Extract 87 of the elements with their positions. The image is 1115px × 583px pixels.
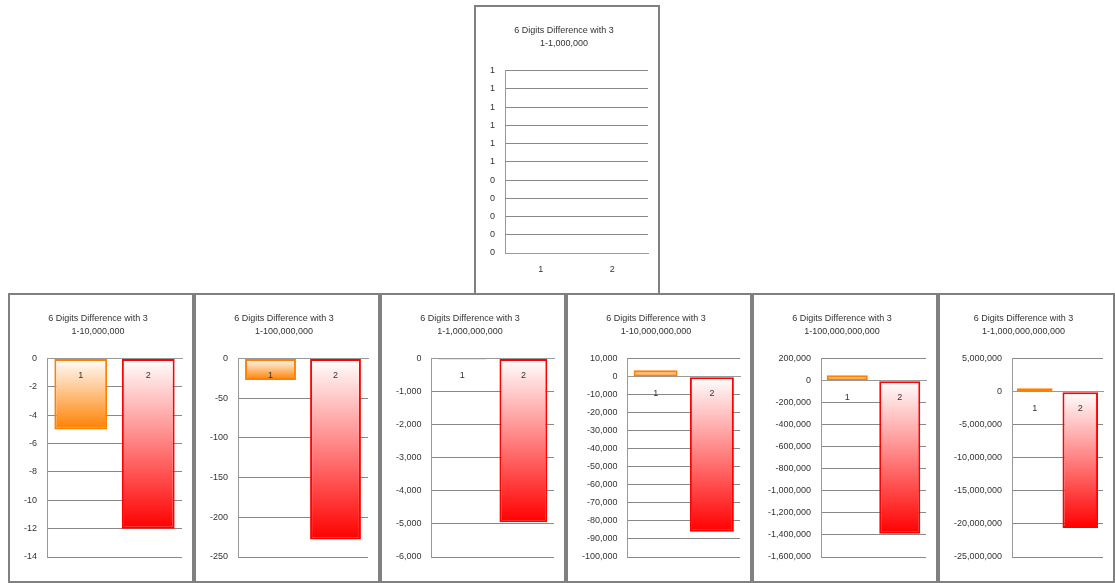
y-tick-label: -25,000,000: [953, 551, 1003, 562]
chart-title: 6 Digits Difference with 3: [792, 312, 892, 323]
x-tick-label: 2: [1077, 402, 1083, 413]
y-tick-label: -600,000: [775, 441, 812, 452]
y-tick-label: 1: [489, 119, 496, 130]
y-tick-label: 5,000,000: [961, 353, 1003, 364]
y-tick-label: 0: [223, 353, 229, 364]
chart-title: 6 Digits Difference with 3: [48, 312, 148, 323]
y-tick-label: 0: [489, 174, 496, 185]
x-tick-label: 1: [268, 369, 274, 380]
x-tick-label: 1: [78, 369, 84, 380]
x-tick-label: 2: [145, 369, 151, 380]
y-tick-label: -90,000: [587, 533, 618, 544]
y-tick-label: -3,000: [395, 452, 422, 463]
x-tick-label: 1: [844, 391, 850, 402]
y-tick-label: 1: [489, 138, 496, 149]
chart-subtitle: 1-1,000,000: [539, 37, 589, 48]
chart-title: 6 Digits Difference with 3: [234, 312, 334, 323]
y-tick-label: 0: [489, 192, 496, 203]
y-tick-label: 0: [612, 371, 618, 382]
y-tick-label: -5,000: [395, 518, 422, 529]
y-tick-label: -2: [28, 381, 38, 392]
chart-subtitle: 1-10,000,000: [71, 325, 125, 336]
y-tick-label: -60,000: [587, 479, 618, 490]
chart-title: 6 Digits Difference with 3: [420, 312, 520, 323]
y-tick-label: -800,000: [775, 463, 812, 474]
y-tick-label: -200,000: [775, 397, 812, 408]
y-tick-label: -400,000: [775, 419, 812, 430]
chart-subtitle: 1-100,000,000,000: [804, 325, 880, 336]
y-tick-label: -50: [215, 392, 229, 403]
x-tick-label: 1: [653, 387, 659, 398]
x-tick-label: 2: [609, 263, 615, 274]
chart-subtitle: 1-10,000,000,000: [620, 325, 692, 336]
y-tick-label: -8: [28, 466, 38, 477]
y-tick-label: -6: [28, 438, 38, 449]
chart-title: 6 Digits Difference with 3: [514, 24, 614, 35]
y-tick-label: -150: [210, 472, 229, 483]
y-tick-label: 1: [489, 156, 496, 167]
y-tick-label: 200,000: [778, 353, 812, 364]
y-tick-label: -15,000,000: [953, 485, 1003, 496]
y-tick-label: -1,400,000: [767, 529, 812, 540]
y-tick-label: -10,000: [587, 389, 618, 400]
chart-title: 6 Digits Difference with 3: [973, 312, 1074, 323]
y-tick-label: -20,000,000: [953, 518, 1003, 529]
y-tick-label: -100,000: [582, 551, 618, 562]
y-tick-label: 0: [997, 386, 1003, 397]
y-tick-label: -10,000,000: [953, 452, 1003, 463]
y-tick-label: -10: [23, 494, 38, 505]
x-tick-label: 2: [709, 387, 715, 398]
y-tick-label: 1: [489, 101, 496, 112]
chart-subtitle: 1-1,000,000,000,000: [981, 325, 1066, 336]
y-tick-label: 1: [489, 65, 496, 76]
y-tick-label: -1,000,000: [767, 485, 812, 496]
y-tick-label: 0: [489, 229, 496, 240]
x-tick-label: 2: [520, 369, 526, 380]
y-tick-label: -4: [28, 409, 38, 420]
y-tick-label: -12: [23, 523, 38, 534]
y-tick-label: -1,600,000: [767, 551, 812, 562]
chart-title: 6 Digits Difference with 3: [606, 312, 706, 323]
y-tick-label: 0: [31, 353, 38, 364]
y-tick-label: -1,200,000: [767, 507, 812, 518]
y-tick-label: -80,000: [587, 515, 618, 526]
chart-subtitle: 1-100,000,000: [254, 325, 314, 336]
y-tick-label: -20,000: [587, 407, 618, 418]
y-tick-label: -30,000: [587, 425, 618, 436]
y-tick-label: -4,000: [395, 485, 422, 496]
y-tick-label: -50,000: [587, 461, 618, 472]
y-tick-label: 0: [806, 375, 812, 386]
chart-subtitle: 1-1,000,000,000: [437, 325, 503, 336]
y-tick-label: -40,000: [587, 443, 618, 454]
x-tick-label: 2: [897, 391, 903, 402]
y-tick-label: -100: [210, 432, 229, 443]
y-tick-label: -200: [210, 511, 229, 522]
y-tick-label: -250: [210, 551, 229, 562]
y-tick-label: 10,000: [590, 353, 618, 364]
x-tick-label: 2: [333, 369, 339, 380]
y-tick-label: -1,000: [395, 386, 422, 397]
x-tick-label: 1: [459, 369, 465, 380]
y-tick-label: 1: [489, 83, 496, 94]
y-tick-label: 0: [489, 211, 496, 221]
y-tick-label: -14: [23, 551, 38, 562]
y-tick-label: -6,000: [395, 551, 422, 562]
y-tick-label: -5,000,000: [958, 419, 1003, 430]
y-tick-label: -2,000: [395, 419, 422, 430]
y-tick-label: 0: [489, 247, 496, 258]
y-tick-label: -70,000: [587, 497, 618, 508]
y-tick-label: 0: [416, 353, 422, 364]
